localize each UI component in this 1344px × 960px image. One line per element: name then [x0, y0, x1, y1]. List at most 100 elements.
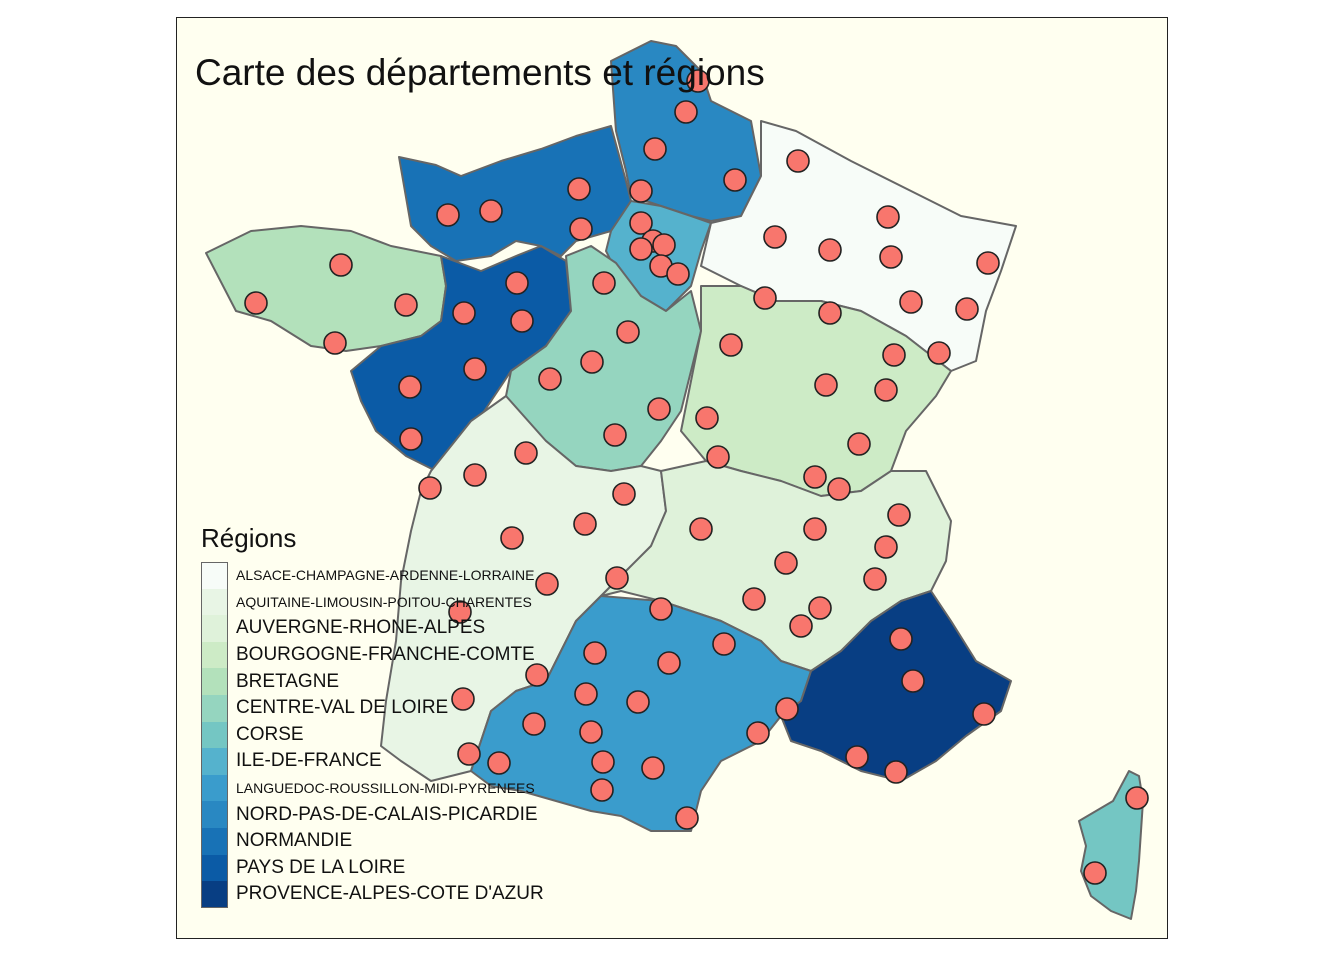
legend-label: ALSACE-CHAMPAGNE-ARDENNE-LORRAINE	[236, 567, 535, 584]
department-marker	[394, 293, 418, 317]
legend-item: AUVERGNE-RHONE-ALPES	[201, 615, 544, 642]
department-marker	[525, 663, 549, 687]
department-marker	[605, 566, 629, 590]
department-marker	[955, 297, 979, 321]
legend-label: ILE-DE-FRANCE	[236, 750, 382, 772]
department-marker	[786, 149, 810, 173]
department-marker	[418, 476, 442, 500]
department-marker	[323, 331, 347, 355]
legend-item: LANGUEDOC-ROUSSILLON-MIDI-PYRENEES	[201, 774, 544, 802]
department-marker	[451, 687, 475, 711]
department-marker	[1125, 786, 1149, 810]
department-marker	[686, 69, 710, 93]
department-marker	[753, 286, 777, 310]
legend-label: BRETAGNE	[236, 670, 340, 692]
department-marker	[789, 614, 813, 638]
legend: Régions ALSACE-CHAMPAGNE-ARDENNE-LORRAIN…	[201, 523, 544, 908]
department-marker	[244, 291, 268, 315]
department-marker	[719, 333, 743, 357]
department-marker	[675, 806, 699, 830]
department-marker	[538, 367, 562, 391]
legend-swatch	[201, 801, 228, 828]
department-marker	[398, 375, 422, 399]
department-marker	[487, 751, 511, 775]
department-marker	[763, 225, 787, 249]
department-marker	[884, 760, 908, 784]
department-marker	[845, 745, 869, 769]
department-marker	[573, 512, 597, 536]
legend-swatch	[201, 641, 228, 669]
legend-item: CORSE	[201, 721, 544, 749]
department-marker	[827, 477, 851, 501]
department-marker	[742, 587, 766, 611]
department-marker	[479, 199, 503, 223]
department-marker	[463, 463, 487, 487]
department-marker	[972, 702, 996, 726]
legend-label: AQUITAINE-LIMOUSIN-POITOU-CHARENTES	[236, 593, 532, 610]
legend-label: CORSE	[236, 723, 304, 745]
department-marker	[452, 301, 476, 325]
legend-label: LANGUEDOC-ROUSSILLON-MIDI-PYRENEES	[236, 780, 535, 797]
legend-label: PROVENCE-ALPES-COTE D'AZUR	[236, 883, 544, 905]
legend-item: CENTRE-VAL DE LOIRE	[201, 694, 544, 722]
legend-item: BRETAGNE	[201, 668, 544, 695]
legend-label: NORMANDIE	[236, 830, 353, 852]
department-marker	[889, 627, 913, 651]
department-marker	[847, 432, 871, 456]
department-marker	[689, 517, 713, 541]
department-marker	[590, 778, 614, 802]
department-marker	[818, 238, 842, 262]
department-marker	[448, 600, 472, 624]
legend-swatch	[201, 668, 228, 695]
department-marker	[457, 742, 481, 766]
legend-swatch	[201, 774, 228, 802]
region-bretagne	[205, 225, 447, 352]
department-marker	[863, 567, 887, 591]
department-marker	[522, 712, 546, 736]
map-title: Carte des départements et régions	[195, 52, 765, 93]
department-marker	[592, 271, 616, 295]
department-marker	[626, 690, 650, 714]
legend-item: BOURGOGNE-FRANCHE-COMTE	[201, 641, 544, 669]
department-marker	[329, 253, 353, 277]
department-marker	[649, 597, 673, 621]
department-marker	[629, 211, 653, 235]
department-marker	[399, 427, 423, 451]
department-marker	[774, 551, 798, 575]
department-marker	[436, 203, 460, 227]
department-marker	[746, 721, 770, 745]
legend-label: NORD-PAS-DE-CALAIS-PICARDIE	[236, 803, 538, 825]
department-marker	[580, 350, 604, 374]
department-marker	[652, 233, 676, 257]
department-marker	[712, 632, 736, 656]
region-paca	[780, 590, 1012, 782]
department-marker	[629, 179, 653, 203]
department-marker	[666, 262, 690, 286]
department-marker	[567, 177, 591, 201]
department-marker	[574, 682, 598, 706]
legend-item: PAYS DE LA LOIRE	[201, 854, 544, 882]
legend-swatch	[201, 881, 228, 908]
department-marker	[818, 301, 842, 325]
legend-item: AQUITAINE-LIMOUSIN-POITOU-CHARENTES	[201, 588, 544, 616]
department-marker	[463, 357, 487, 381]
department-marker	[616, 320, 640, 344]
department-marker	[808, 596, 832, 620]
department-marker	[641, 756, 665, 780]
legend-swatch	[201, 694, 228, 722]
department-marker	[674, 100, 698, 124]
legend-title: Régions	[201, 523, 297, 553]
department-marker	[579, 720, 603, 744]
department-marker	[500, 526, 524, 550]
legend-item: NORD-PAS-DE-CALAIS-PICARDIE	[201, 801, 544, 828]
department-marker	[629, 237, 653, 261]
legend-item: NORMANDIE	[201, 827, 544, 855]
department-marker	[876, 205, 900, 229]
department-marker	[775, 697, 799, 721]
legend-label: AUVERGNE-RHONE-ALPES	[236, 617, 486, 639]
department-marker	[976, 251, 1000, 275]
department-marker	[603, 423, 627, 447]
department-marker	[803, 517, 827, 541]
legend-swatch	[201, 562, 228, 589]
department-marker	[643, 137, 667, 161]
